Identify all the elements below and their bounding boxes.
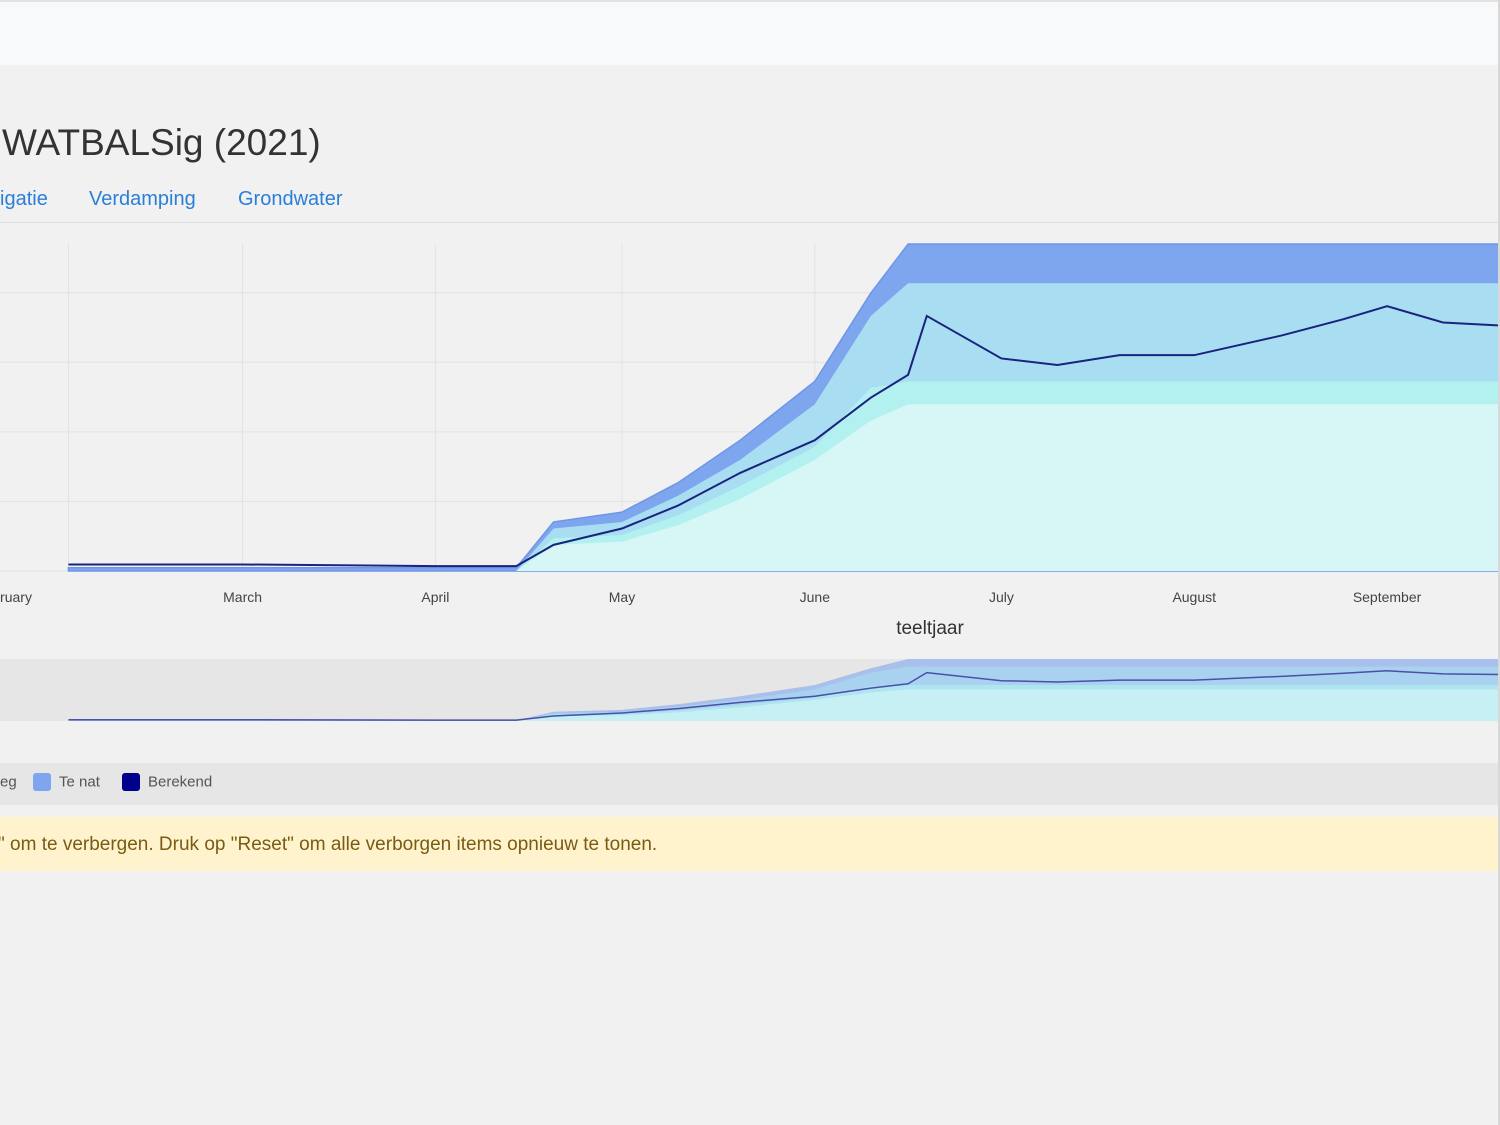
x-tick-label: ruary <box>0 589 32 605</box>
x-tick-label: August <box>1172 589 1216 605</box>
x-tick-label: July <box>989 589 1014 605</box>
legend-label: eg <box>0 773 17 791</box>
legend-label: Te nat <box>59 773 100 791</box>
info-alert: " om te verbergen. Druk op "Reset" om al… <box>0 817 1500 871</box>
x-tick-label: May <box>609 589 635 605</box>
x-tick-label: March <box>223 589 262 605</box>
legend-item-te-nat[interactable]: Te nat <box>33 773 100 795</box>
legend-swatch-berekend <box>122 773 140 792</box>
x-axis-label: teeltjaar <box>896 618 964 639</box>
waterbalance-chart[interactable]: ruary March April May June July August Septembe… <box>0 235 1500 735</box>
legend-swatch-te-nat <box>33 773 51 792</box>
window-edge <box>1498 0 1500 1125</box>
legend-item-partial[interactable]: eg <box>0 773 17 795</box>
x-tick-label: April <box>421 589 449 605</box>
nav-line-berekend <box>68 670 1500 721</box>
x-tick-label: June <box>800 589 831 605</box>
tab-grondwater[interactable]: Grondwater <box>238 188 343 210</box>
nav-area-band-3 <box>68 689 1500 721</box>
tab-irrigatie[interactable]: igatie <box>0 188 48 210</box>
area-band-3 <box>68 404 1500 571</box>
info-text: " om te verbergen. Druk op "Reset" om al… <box>0 834 658 855</box>
line-berekend <box>68 305 1500 568</box>
legend-label: Berekend <box>148 773 213 791</box>
tab-verdamping[interactable]: Verdamping <box>89 188 196 210</box>
x-tick-label: September <box>1353 589 1422 605</box>
top-navbar <box>0 0 1500 65</box>
chart-legend: eg Te nat Berekend <box>0 763 1500 805</box>
legend-item-berekend[interactable]: Berekend <box>122 773 212 795</box>
page-title: WATBALSig (2021) <box>2 122 321 163</box>
tab-bar: igatie Verdamping Grondwater <box>0 186 1500 223</box>
